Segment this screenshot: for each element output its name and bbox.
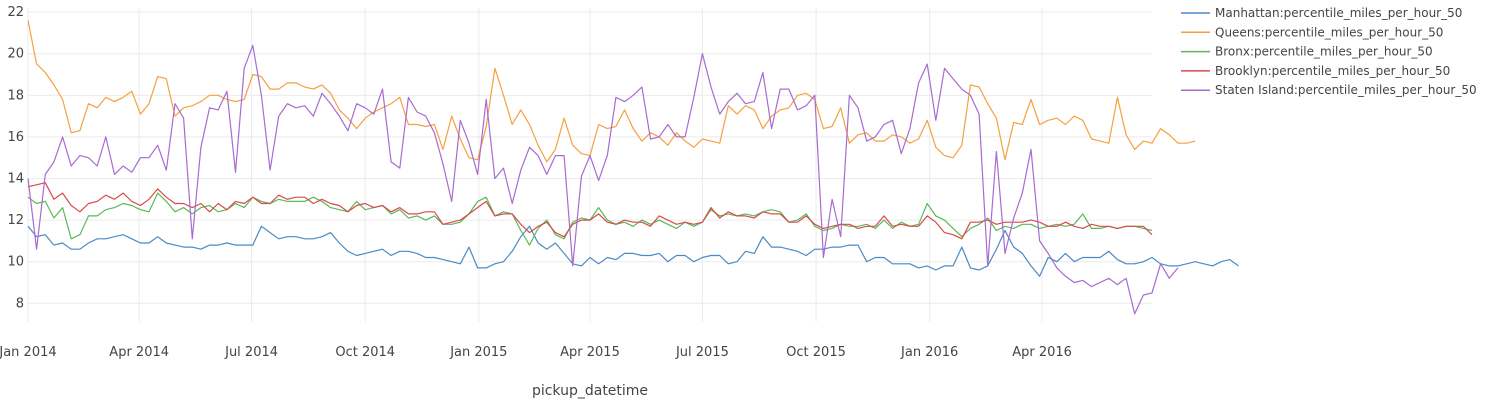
- x-tick-label: Oct 2014: [335, 345, 395, 360]
- legend-item[interactable]: Bronx:percentile_miles_per_hour_50: [1181, 45, 1433, 59]
- legend-item[interactable]: Queens:percentile_miles_per_hour_50: [1181, 25, 1443, 39]
- legend-label: Queens:percentile_miles_per_hour_50: [1215, 25, 1443, 39]
- series-lines[interactable]: [27, 20, 1239, 315]
- x-tick-label: Apr 2015: [560, 345, 620, 360]
- legend-label: Brooklyn:percentile_miles_per_hour_50: [1215, 64, 1450, 78]
- x-axis-title: pickup_datetime: [532, 383, 648, 399]
- legend-label: Bronx:percentile_miles_per_hour_50: [1215, 45, 1433, 59]
- y-tick-label: 20: [7, 47, 24, 62]
- x-tick-label: Apr 2014: [109, 345, 169, 360]
- legend-label: Staten Island:percentile_miles_per_hour_…: [1215, 83, 1477, 97]
- legend-item[interactable]: Brooklyn:percentile_miles_per_hour_50: [1181, 64, 1450, 78]
- y-tick-label: 18: [7, 88, 24, 103]
- x-tick-label: Oct 2015: [786, 345, 846, 360]
- x-tick-label: Jan 2014: [0, 345, 57, 360]
- y-tick-label: 16: [7, 130, 24, 145]
- series-line-0[interactable]: [27, 225, 1239, 277]
- x-tick-label: Jul 2014: [224, 345, 278, 360]
- x-tick-label: Jul 2015: [675, 345, 729, 360]
- legend-item[interactable]: Staten Island:percentile_miles_per_hour_…: [1181, 83, 1477, 97]
- x-tick-label: Jan 2015: [449, 345, 507, 360]
- series-line-3[interactable]: [27, 182, 1153, 240]
- legend-label: Manhattan:percentile_miles_per_hour_50: [1215, 6, 1462, 20]
- y-tick-label: 10: [7, 255, 24, 270]
- y-tick-label: 12: [7, 213, 24, 228]
- x-tick-label: Apr 2016: [1012, 345, 1072, 360]
- y-tick-label: 8: [16, 296, 24, 311]
- y-tick-label: 14: [7, 172, 24, 187]
- legend[interactable]: Manhattan:percentile_miles_per_hour_50 Qu…: [1181, 6, 1477, 97]
- legend-item[interactable]: Manhattan:percentile_miles_per_hour_50: [1181, 6, 1462, 20]
- y-tick-label: 22: [7, 5, 24, 20]
- y-axis-ticks: 8 10 12 14 16 18 20 22: [7, 5, 24, 311]
- x-axis-ticks: Jan 2014 Apr 2014 Jul 2014 Oct 2014 Jan 2015…: [0, 345, 1072, 360]
- x-tick-label: Jan 2016: [900, 345, 958, 360]
- series-line-4[interactable]: [27, 44, 1179, 315]
